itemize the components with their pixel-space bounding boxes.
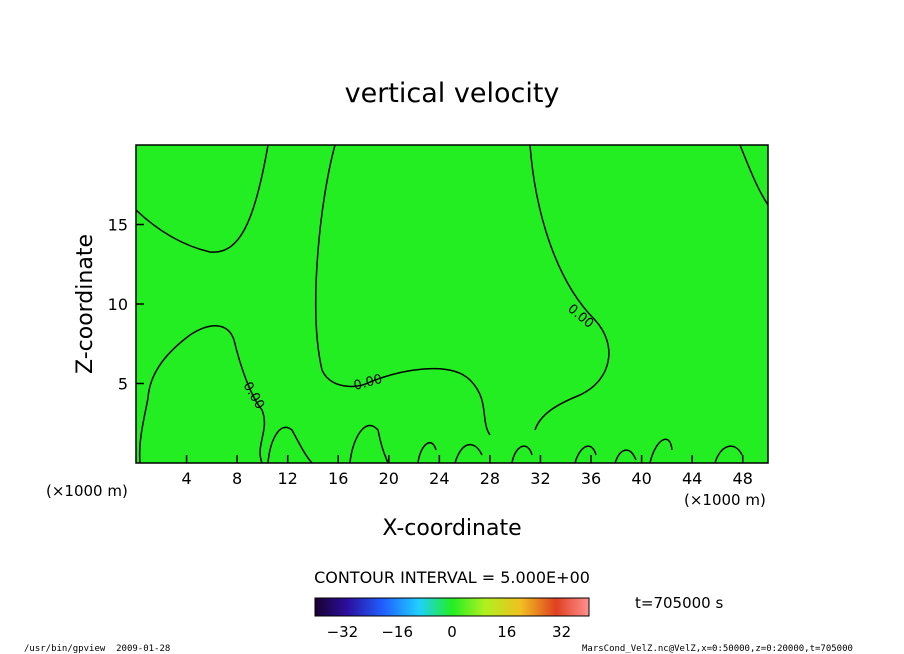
x-tick-label: 20 [379,469,399,488]
contour-upper-left [136,145,269,253]
x-unit-left: (×1000 m) [46,482,128,500]
x-tick-label: 8 [232,469,242,488]
x-tick-label: 4 [181,469,191,488]
heatmap-field [136,145,768,463]
y-tick-label: 10 [108,295,128,314]
plot-area: 0.00 0.00 0.00 [135,144,769,464]
colorbar-tick-label: 0 [447,623,457,641]
x-tick-label: 44 [682,469,702,488]
colorbar-tick-label: 32 [552,623,571,641]
x-tick-label: 36 [581,469,601,488]
x-axis-label: X-coordinate [382,516,521,541]
contour-right [529,145,610,431]
x-tick-label: 12 [278,469,298,488]
time-label: t=705000 s [635,594,723,612]
x-tick-label: 28 [480,469,500,488]
contour-interval: CONTOUR INTERVAL = 5.000E+00 [314,568,590,587]
contour-lower-left [138,325,266,463]
x-tick-label: 24 [429,469,449,488]
y-axis: 5 10 15 [108,216,144,394]
x-tick-label: 32 [530,469,550,488]
contour-upper-right [739,145,768,206]
x-axis: 4 8 12 16 20 24 28 32 36 40 44 48 [181,455,753,488]
colorbar-tick-label: −32 [327,623,359,641]
colorbar-tick-label: 16 [497,623,516,641]
chart-title: vertical velocity [345,78,560,109]
x-unit-right: (×1000 m) [684,491,766,509]
y-tick-label: 5 [118,375,128,394]
x-tick-label: 40 [631,469,651,488]
footer-right: MarsCond_VelZ.nc@VelZ,x=0:50000,z=0:2000… [582,644,853,654]
y-tick-label: 15 [108,216,128,235]
x-tick-label: 48 [733,469,753,488]
contour-label-2: 0.00 [352,372,384,394]
contour-bottom-noise [267,424,743,463]
contour-lines [136,145,768,463]
colorbar: −32 −16 0 16 32 [314,597,590,641]
colorbar-gradient [314,597,590,617]
x-tick-label: 16 [328,469,348,488]
y-axis-label: Z-coordinate [73,234,98,374]
footer-left: /usr/bin/gpview 2009-01-28 [24,644,170,654]
colorbar-tick-label: −16 [381,623,413,641]
contour-center [315,145,491,436]
